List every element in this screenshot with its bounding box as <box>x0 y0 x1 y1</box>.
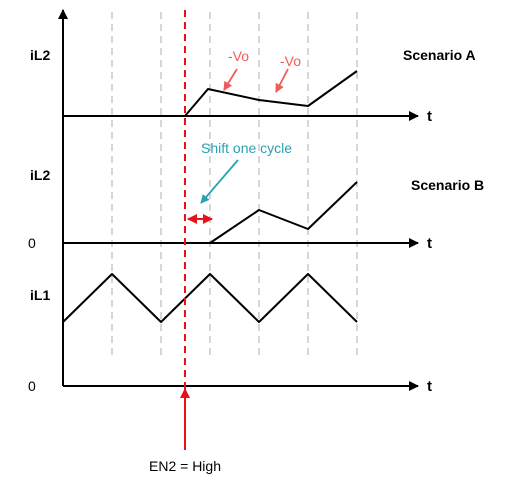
il2-scenario-a-trace <box>184 70 358 117</box>
time-label-scenario-b: t <box>427 235 432 252</box>
shift-arrow <box>200 159 239 204</box>
scenario-a-title: Scenario A <box>403 47 476 63</box>
shift-annotation: Shift one cycle <box>201 140 292 156</box>
vo-arrow <box>223 68 238 91</box>
scenario-b-title: Scenario B <box>411 177 484 193</box>
il2-scenario-b-label: iL2 <box>30 167 50 183</box>
enable-label: EN2 = High <box>149 458 221 474</box>
vo-annotation-1: -Vo <box>228 48 249 64</box>
time-label-bottom: t <box>427 378 432 395</box>
zero-label-scenario-b: 0 <box>28 235 36 251</box>
zero-label-bottom: 0 <box>28 378 36 394</box>
il1-trace <box>62 273 358 323</box>
vo-annotation-2: -Vo <box>280 53 301 69</box>
il2-scenario-b-trace <box>209 181 358 244</box>
il2-scenario-a-label: iL2 <box>30 47 50 63</box>
vo-arrow <box>275 68 289 93</box>
time-label-scenario-a: t <box>427 108 432 125</box>
il1-label: iL1 <box>30 287 50 303</box>
gridlines <box>111 12 358 358</box>
